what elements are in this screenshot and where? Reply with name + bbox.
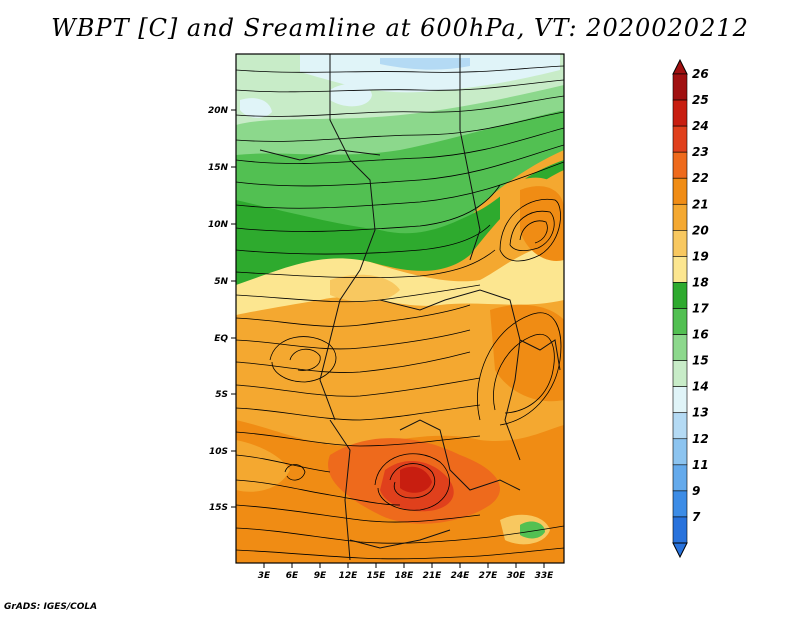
colorbar-swatch	[672, 308, 688, 335]
colorbar-swatch	[672, 438, 688, 466]
lat-tick: 5N	[214, 277, 236, 287]
lon-tick: 30E	[507, 563, 527, 581]
lon-label-21e: 21E	[423, 571, 443, 581]
lat-tick: 15N	[208, 163, 236, 173]
lat-tick: 20N	[208, 106, 236, 116]
lon-label-9e: 9E	[314, 571, 327, 581]
colorbar-swatch	[672, 99, 688, 127]
lat-label-20n: 20N	[208, 106, 229, 116]
lon-axis: 3E 6E 9E 12E 15E 18E 21E 24E 27E 30E 33E	[258, 563, 554, 581]
lon-tick: 24E	[451, 563, 471, 581]
lon-label-3e: 3E	[258, 571, 271, 581]
lat-label-15n: 15N	[208, 163, 229, 173]
lon-tick: 18E	[395, 563, 415, 581]
colorbar-label: 7	[692, 510, 701, 524]
colorbar-swatch	[672, 73, 688, 101]
lon-label-6e: 6E	[286, 571, 299, 581]
lon-tick: 33E	[535, 563, 555, 581]
colorbar-label: 12	[692, 432, 709, 446]
colorbar-swatch	[672, 282, 688, 309]
lon-label-30e: 30E	[507, 571, 527, 581]
lat-label-5n: 5N	[214, 277, 228, 287]
colorbar-label: 16	[692, 328, 709, 342]
colorbar-arrow-bottom	[672, 542, 688, 559]
lat-tick: 5S	[215, 390, 236, 400]
lat-label-10n: 10N	[208, 220, 229, 230]
lat-tick: 15S	[209, 503, 236, 513]
colorbar-label: 17	[692, 302, 709, 316]
chart-title: WBPT [C] and Sreamline at 600hPa, VT: 20…	[51, 14, 749, 42]
colorbar-label: 25	[692, 93, 709, 107]
lon-label-33e: 33E	[535, 571, 555, 581]
colorbar-label: 20	[692, 223, 709, 237]
lat-tick: 10N	[208, 220, 236, 230]
lon-label-15e: 15E	[367, 571, 387, 581]
colorbar-swatch	[672, 334, 688, 361]
colorbar-label: 23	[692, 145, 709, 159]
lon-tick: 6E	[286, 563, 299, 581]
lon-tick: 3E	[258, 563, 271, 581]
colorbar-swatch	[672, 464, 688, 492]
colorbar-swatch	[672, 386, 688, 414]
colorbar-label: 24	[692, 119, 709, 133]
colorbar-arrow-top	[672, 58, 688, 75]
grads-credit: GrADS: IGES/COLA	[4, 602, 98, 612]
colorbar-label: 19	[692, 249, 709, 263]
country-borders	[259, 54, 561, 561]
colorbar-swatch	[672, 151, 688, 179]
lat-label-eq: EQ	[214, 334, 228, 344]
lon-tick: 12E	[339, 563, 359, 581]
streamlines	[236, 65, 564, 560]
colorbar: 26 25 24 23 22 21 20 19 18 17 16 15 14 13 12 11 9 7	[672, 58, 709, 559]
colorbar-swatch	[672, 125, 688, 153]
colorbar-label: 14	[692, 380, 709, 394]
colorbar-label: 26	[692, 67, 709, 81]
map-frame	[235, 53, 565, 564]
colorbar-swatch	[672, 412, 688, 440]
lat-label-10s: 10S	[209, 447, 228, 457]
colorbar-swatch	[672, 360, 688, 387]
lat-axis: 20N 15N 10N 5N EQ 5S 10S 15S	[208, 106, 236, 513]
colorbar-label: 21	[692, 197, 709, 211]
colorbar-label: 9	[692, 484, 700, 498]
colorbar-label: 15	[692, 354, 709, 368]
colorbar-swatch	[672, 256, 688, 283]
colorbar-swatch	[672, 490, 688, 518]
wbpt-shading	[236, 54, 564, 563]
colorbar-swatch	[672, 203, 688, 231]
lon-label-24e: 24E	[451, 571, 471, 581]
lon-label-12e: 12E	[339, 571, 359, 581]
lat-label-5s: 5S	[215, 390, 228, 400]
colorbar-swatch	[672, 177, 688, 205]
lon-label-18e: 18E	[395, 571, 415, 581]
lat-label-15s: 15S	[209, 503, 228, 513]
lat-tick: EQ	[214, 334, 236, 344]
lon-tick: 27E	[479, 563, 499, 581]
colorbar-label: 18	[692, 275, 709, 289]
colorbar-swatch	[672, 230, 688, 257]
lon-tick: 15E	[367, 563, 387, 581]
colorbar-label: 22	[692, 171, 709, 185]
colorbar-label: 11	[692, 458, 709, 472]
colorbar-label: 13	[692, 406, 709, 420]
lon-label-27e: 27E	[479, 571, 499, 581]
colorbar-swatch	[672, 516, 688, 544]
lon-tick: 9E	[314, 563, 327, 581]
lon-tick: 21E	[423, 563, 443, 581]
lat-tick: 10S	[209, 447, 236, 457]
